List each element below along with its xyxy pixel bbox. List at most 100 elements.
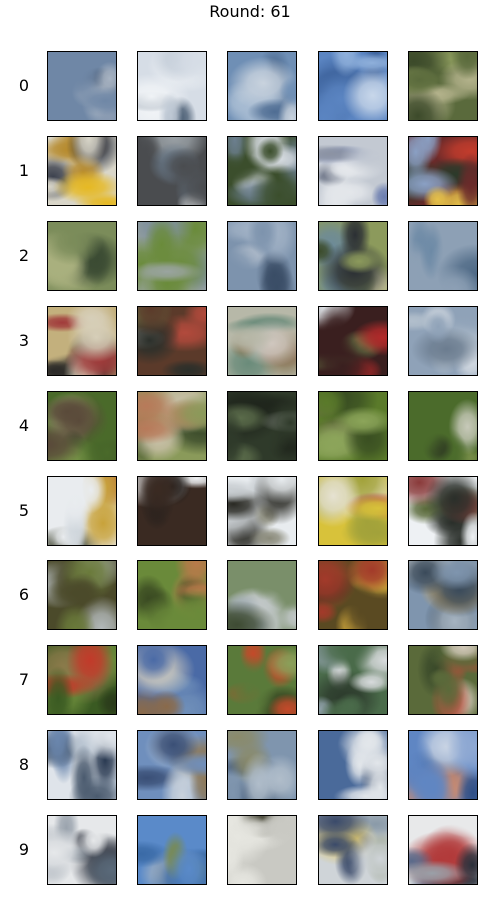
tile-3-1 bbox=[137, 306, 207, 376]
generated-image bbox=[138, 307, 206, 375]
generated-image bbox=[409, 731, 477, 799]
tile-6-4 bbox=[408, 560, 478, 630]
tile-8-1 bbox=[137, 730, 207, 800]
generated-image bbox=[228, 816, 296, 884]
tile-1-3 bbox=[318, 136, 388, 206]
generated-image bbox=[409, 307, 477, 375]
tile-5-4 bbox=[408, 476, 478, 546]
tile-9-3 bbox=[318, 815, 388, 885]
tile-2-2 bbox=[227, 221, 297, 291]
row-label-5: 5 bbox=[18, 501, 30, 520]
row-label-8: 8 bbox=[18, 755, 30, 774]
tile-7-1 bbox=[137, 645, 207, 715]
generated-image bbox=[409, 816, 477, 884]
tile-2-3 bbox=[318, 221, 388, 291]
generated-image bbox=[409, 137, 477, 205]
tile-0-0 bbox=[47, 51, 117, 121]
generated-image bbox=[48, 731, 116, 799]
generated-image bbox=[409, 561, 477, 629]
tile-5-0 bbox=[47, 476, 117, 546]
tile-3-0 bbox=[47, 306, 117, 376]
tile-7-2 bbox=[227, 645, 297, 715]
generated-image bbox=[228, 392, 296, 460]
tile-9-4 bbox=[408, 815, 478, 885]
tile-8-2 bbox=[227, 730, 297, 800]
generated-image bbox=[48, 222, 116, 290]
generated-image bbox=[319, 816, 387, 884]
tile-1-0 bbox=[47, 136, 117, 206]
generated-image bbox=[228, 477, 296, 545]
row-label-9: 9 bbox=[18, 840, 30, 859]
generated-image bbox=[319, 137, 387, 205]
tile-4-3 bbox=[318, 391, 388, 461]
generated-image bbox=[48, 646, 116, 714]
tile-2-0 bbox=[47, 221, 117, 291]
generated-image bbox=[319, 477, 387, 545]
tile-6-3 bbox=[318, 560, 388, 630]
tile-6-0 bbox=[47, 560, 117, 630]
generated-image bbox=[138, 137, 206, 205]
generated-image bbox=[228, 307, 296, 375]
tile-0-2 bbox=[227, 51, 297, 121]
row-label-6: 6 bbox=[18, 585, 30, 604]
generated-image bbox=[319, 561, 387, 629]
row-label-7: 7 bbox=[18, 670, 30, 689]
tile-5-2 bbox=[227, 476, 297, 546]
generated-image bbox=[138, 731, 206, 799]
generated-image bbox=[48, 52, 116, 120]
row-label-4: 4 bbox=[18, 416, 30, 435]
generated-image bbox=[48, 392, 116, 460]
tile-1-1 bbox=[137, 136, 207, 206]
row-label-3: 3 bbox=[18, 331, 30, 350]
tile-0-1 bbox=[137, 51, 207, 121]
generated-image bbox=[138, 561, 206, 629]
generated-image bbox=[138, 392, 206, 460]
tile-7-3 bbox=[318, 645, 388, 715]
tile-4-0 bbox=[47, 391, 117, 461]
tile-6-2 bbox=[227, 560, 297, 630]
generated-image bbox=[228, 222, 296, 290]
tile-5-3 bbox=[318, 476, 388, 546]
generated-image bbox=[319, 307, 387, 375]
generated-image bbox=[138, 52, 206, 120]
generated-image bbox=[138, 646, 206, 714]
generated-image bbox=[228, 646, 296, 714]
generated-image bbox=[409, 222, 477, 290]
tile-2-1 bbox=[137, 221, 207, 291]
generated-image bbox=[228, 561, 296, 629]
tile-0-3 bbox=[318, 51, 388, 121]
tile-9-2 bbox=[227, 815, 297, 885]
generated-image bbox=[319, 392, 387, 460]
generated-image bbox=[48, 307, 116, 375]
tile-6-1 bbox=[137, 560, 207, 630]
row-label-2: 2 bbox=[18, 246, 30, 265]
figure-title: Round: 61 bbox=[209, 2, 291, 21]
tile-5-1 bbox=[137, 476, 207, 546]
generated-image bbox=[48, 137, 116, 205]
generated-image bbox=[319, 731, 387, 799]
tile-9-1 bbox=[137, 815, 207, 885]
generated-image bbox=[409, 646, 477, 714]
tile-4-1 bbox=[137, 391, 207, 461]
generated-image bbox=[319, 646, 387, 714]
generated-image bbox=[138, 477, 206, 545]
generated-image bbox=[48, 477, 116, 545]
row-label-0: 0 bbox=[18, 76, 30, 95]
generated-image bbox=[409, 477, 477, 545]
tile-1-4 bbox=[408, 136, 478, 206]
generated-image bbox=[228, 137, 296, 205]
tile-8-0 bbox=[47, 730, 117, 800]
tile-1-2 bbox=[227, 136, 297, 206]
generated-image bbox=[319, 52, 387, 120]
tile-7-0 bbox=[47, 645, 117, 715]
tile-3-4 bbox=[408, 306, 478, 376]
tile-4-4 bbox=[408, 391, 478, 461]
generated-image bbox=[409, 392, 477, 460]
tile-4-2 bbox=[227, 391, 297, 461]
generated-image bbox=[138, 816, 206, 884]
tile-2-4 bbox=[408, 221, 478, 291]
tile-3-2 bbox=[227, 306, 297, 376]
generated-image bbox=[48, 561, 116, 629]
tile-0-4 bbox=[408, 51, 478, 121]
generated-image bbox=[48, 816, 116, 884]
